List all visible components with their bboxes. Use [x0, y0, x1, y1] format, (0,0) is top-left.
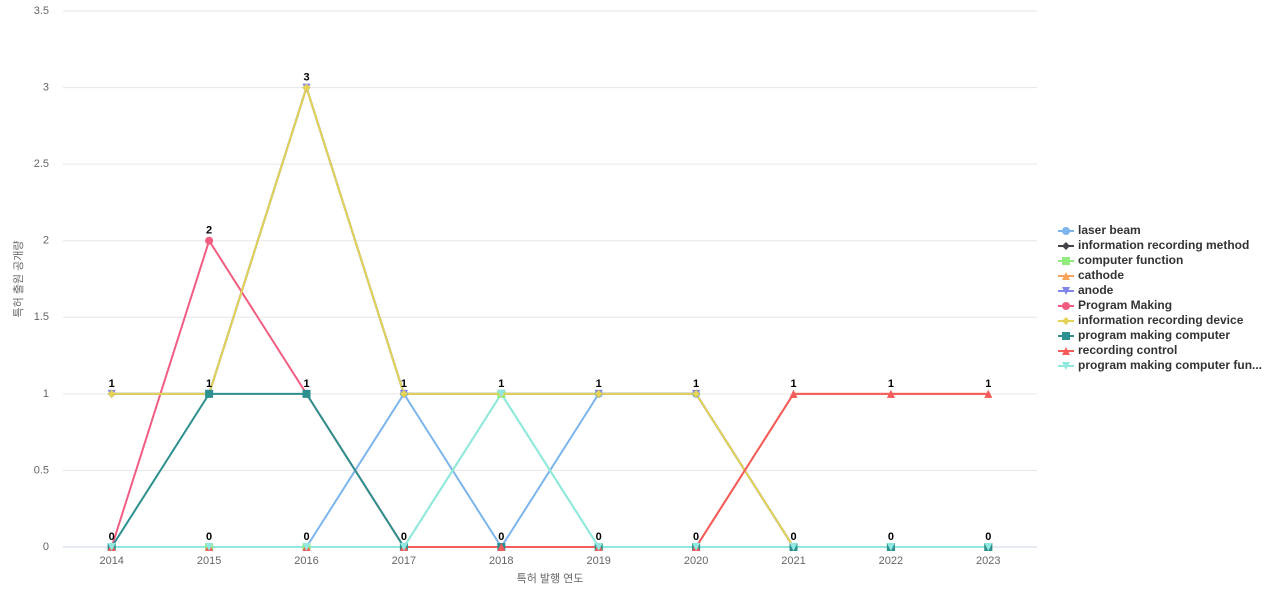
legend-marker [1062, 287, 1070, 295]
y-tick-label: 1.5 [34, 311, 49, 323]
legend-item[interactable]: anode [1058, 283, 1114, 297]
legend-label: program making computer [1078, 328, 1230, 342]
legend-marker [1062, 362, 1070, 370]
data-point [205, 236, 214, 245]
x-tick-label: 2021 [781, 555, 805, 567]
legend-label: information recording method [1078, 238, 1249, 252]
x-tick-label: 2016 [294, 555, 318, 567]
data-label: 1 [888, 378, 894, 390]
y-tick-label: 0.5 [34, 464, 49, 476]
legend-item[interactable]: laser beam [1058, 223, 1141, 237]
legend-label: anode [1078, 283, 1114, 297]
y-tick-label: 3 [43, 81, 49, 93]
legend-item[interactable]: information recording method [1058, 238, 1249, 252]
data-label: 0 [109, 531, 115, 543]
y-tick-label: 0 [43, 541, 49, 553]
legend-item[interactable]: computer function [1058, 253, 1183, 267]
data-label: 1 [985, 378, 991, 390]
legend-item[interactable]: cathode [1058, 268, 1124, 282]
x-tick-label: 2022 [879, 555, 903, 567]
data-label: 0 [790, 531, 796, 543]
legend-label: Program Making [1078, 298, 1172, 312]
y-tick-label: 3.5 [34, 5, 49, 17]
x-tick-label: 2019 [586, 555, 610, 567]
data-label: 0 [693, 531, 699, 543]
x-tick-label: 2015 [197, 555, 221, 567]
y-axis-title: 특허 출원 공개량 [12, 241, 25, 318]
data-point [302, 389, 311, 398]
legend-marker [1062, 257, 1070, 265]
data-point [399, 389, 408, 398]
data-point [594, 543, 603, 551]
y-tick-label: 1 [43, 388, 49, 400]
data-point [984, 389, 993, 398]
legend-marker [1062, 242, 1070, 250]
legend-marker [1062, 227, 1070, 235]
legend-item[interactable]: program making computer fun... [1058, 358, 1262, 372]
data-label: 1 [109, 378, 115, 390]
data-point [497, 389, 506, 398]
data-label: 3 [303, 71, 309, 83]
data-point [399, 543, 408, 551]
data-label: 1 [596, 378, 602, 390]
data-point [302, 543, 311, 551]
data-point [205, 389, 214, 398]
data-label: 0 [596, 531, 602, 543]
legend-marker [1062, 332, 1070, 340]
data-label: 0 [498, 531, 504, 543]
data-point [302, 83, 311, 92]
legend-label: recording control [1078, 343, 1177, 357]
data-point [886, 389, 895, 398]
data-label: 0 [303, 531, 309, 543]
x-tick-label: 2020 [684, 555, 708, 567]
data-label: 1 [303, 378, 309, 390]
y-tick-label: 2 [43, 235, 49, 247]
legend-item[interactable]: information recording device [1058, 313, 1244, 327]
legend-marker [1062, 317, 1070, 325]
data-point [886, 543, 895, 551]
data-point [692, 389, 701, 398]
data-point [692, 543, 701, 551]
legend-marker [1062, 302, 1070, 310]
legend-item[interactable]: Program Making [1058, 298, 1172, 312]
series-line [111, 391, 989, 548]
x-axis-title: 특허 발행 연도 [517, 572, 584, 585]
data-point [205, 543, 214, 551]
data-label: 0 [401, 531, 407, 543]
legend-label: laser beam [1078, 223, 1141, 237]
x-tick-label: 2023 [976, 555, 1000, 567]
x-tick-label: 2017 [392, 555, 416, 567]
data-point [107, 543, 116, 551]
legend-label: program making computer fun... [1078, 358, 1262, 372]
data-label: 2 [206, 225, 212, 237]
legend-item[interactable]: program making computer [1058, 328, 1230, 342]
legend-marker [1062, 347, 1070, 355]
x-tick-label: 2014 [99, 555, 123, 567]
legend-label: information recording device [1078, 313, 1244, 327]
data-label: 1 [790, 378, 796, 390]
data-point [497, 543, 506, 551]
legend-label: computer function [1078, 253, 1183, 267]
data-label: 1 [498, 378, 504, 390]
data-point [789, 389, 798, 398]
data-label: 0 [985, 531, 991, 543]
legend-label: cathode [1078, 268, 1124, 282]
legend-marker [1062, 272, 1070, 280]
x-tick-label: 2018 [489, 555, 513, 567]
data-label: 1 [693, 378, 699, 390]
data-label: 1 [206, 378, 212, 390]
y-tick-label: 2.5 [34, 158, 49, 170]
data-point [594, 389, 603, 398]
data-point [984, 543, 993, 551]
data-point [107, 389, 116, 398]
data-label: 0 [888, 531, 894, 543]
legend-item[interactable]: recording control [1058, 343, 1177, 357]
data-point [789, 543, 798, 551]
data-label: 1 [401, 378, 407, 390]
data-label: 0 [206, 531, 212, 543]
